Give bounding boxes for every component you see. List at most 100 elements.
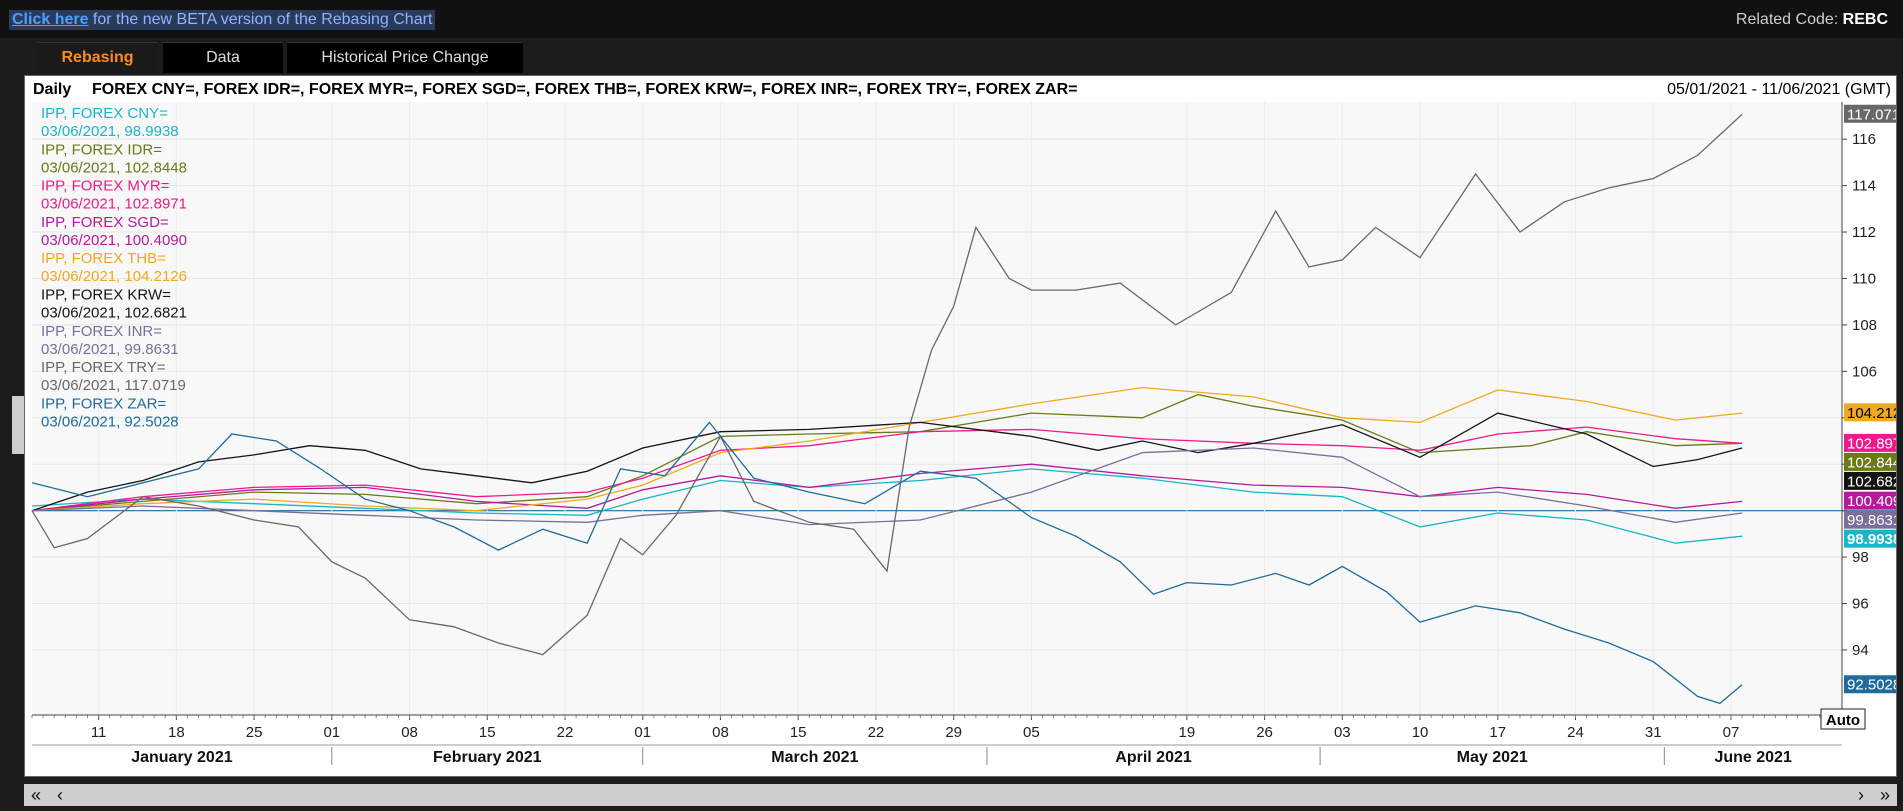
legend-series-value: 03/06/2021, 102.8971 (41, 196, 187, 213)
beta-banner: Click here for the new BETA version of t… (9, 10, 436, 30)
x-tick-label: 19 (1179, 724, 1196, 741)
series-line (31, 113, 1743, 656)
last-value-label: 98.9938 (1847, 531, 1896, 548)
x-tick-label: 17 (1489, 724, 1506, 741)
last-value-box (1844, 452, 1903, 471)
last-value-box (1844, 675, 1903, 694)
horizontal-scrollbar[interactable]: « ‹ › » (24, 784, 1897, 806)
x-tick-label: 29 (945, 724, 962, 741)
tab-historical-price-change[interactable]: Historical Price Change (287, 42, 523, 73)
month-label: May 2021 (1457, 749, 1528, 766)
series-line (31, 393, 1743, 512)
last-value-box (1844, 491, 1903, 510)
scroll-first-button[interactable]: « (30, 785, 41, 805)
legend-series-name: IPP, FOREX SGD= (41, 214, 169, 231)
legend-series-name: IPP, FOREX ZAR= (41, 395, 166, 412)
last-value-box (1844, 104, 1903, 123)
chart-instruments: FOREX CNY=, FOREX IDR=, FOREX MYR=, FORE… (92, 81, 1078, 98)
x-tick-label: 07 (1723, 724, 1740, 741)
x-tick-label: 10 (1412, 724, 1429, 741)
month-label: June 2021 (1714, 749, 1791, 766)
y-tick-label: 114 (1852, 178, 1876, 195)
legend-series-value: 03/06/2021, 117.0719 (41, 377, 186, 394)
series-line (31, 468, 1743, 544)
x-tick-label: 31 (1645, 724, 1662, 741)
last-value-label: 117.0719 (1847, 106, 1896, 123)
month-label: February 2021 (433, 749, 542, 766)
chart-svg: Daily FOREX CNY=, FOREX IDR=, FOREX MYR=… (31, 81, 1903, 766)
tab-data[interactable]: Data (163, 42, 283, 73)
last-value-box (1844, 529, 1903, 548)
series-lines (31, 113, 1743, 705)
series-line (31, 426, 1743, 512)
x-tick-label: 01 (323, 724, 340, 741)
legend-series-name: IPP, FOREX INR= (41, 323, 162, 340)
legend-series-name: IPP, FOREX MYR= (41, 178, 170, 195)
chart-period: Daily (33, 81, 71, 98)
tab-rebasing[interactable]: Rebasing (37, 42, 158, 73)
x-tick-label: 22 (868, 724, 885, 741)
legend-series-value: 03/06/2021, 102.6821 (41, 305, 187, 322)
y-tick-label: 98 (1852, 549, 1869, 566)
month-label: March 2021 (771, 749, 858, 766)
legend-series-name: IPP, FOREX CNY= (41, 105, 168, 122)
chart-frame: Daily FOREX CNY=, FOREX IDR=, FOREX MYR=… (24, 75, 1903, 777)
scroll-last-button[interactable]: » (1879, 785, 1890, 805)
related-code: Related Code: REBC (1736, 11, 1888, 29)
last-value-box (1844, 471, 1903, 490)
beta-text: for the new BETA version of the Rebasing… (88, 11, 433, 28)
last-value-box (1844, 403, 1903, 422)
scroll-next-button[interactable]: › (1858, 785, 1864, 805)
x-tick-label: 15 (790, 724, 807, 741)
legend-series-value: 03/06/2021, 92.5028 (41, 413, 179, 430)
last-value-label: 102.8448 (1847, 454, 1896, 471)
last-value-label: 102.8971 (1847, 435, 1896, 452)
x-tick-label: 26 (1256, 724, 1273, 741)
series-line (31, 463, 1743, 512)
auto-button[interactable] (1820, 708, 1866, 730)
month-label: April 2021 (1115, 749, 1192, 766)
y-tick-label: 112 (1852, 224, 1876, 241)
series-line (31, 412, 1743, 512)
y-tick-label: 106 (1852, 363, 1877, 380)
month-label: January 2021 (131, 749, 233, 766)
x-tick-label: 25 (246, 724, 263, 741)
legend-series-value: 03/06/2021, 99.8631 (41, 341, 179, 358)
legend-series-name: IPP, FOREX THB= (41, 250, 166, 267)
x-tick-label: 01 (634, 724, 651, 741)
beta-link[interactable]: Click here (12, 11, 89, 28)
top-bar: Click here for the new BETA version of t… (0, 0, 1903, 38)
last-value-label: 102.6821 (1847, 473, 1896, 490)
x-tick-label: 22 (557, 724, 574, 741)
y-tick-label: 116 (1852, 131, 1876, 148)
last-value-label: 92.5028 (1847, 677, 1896, 694)
last-value-box (1844, 510, 1903, 529)
month-axis: January 2021 February 2021 March 2021 April… (32, 744, 1842, 766)
related-label: Related Code: (1735, 11, 1843, 28)
x-axis: 11 18 25 01 08 15 22 01 08 15 22 29 05 19 26 03 10 17 24 31… (31, 714, 1843, 741)
series-line (31, 421, 1743, 705)
legend-series-name: IPP, FOREX KRW= (41, 287, 171, 304)
legend-series-name: IPP, FOREX TRY= (41, 359, 166, 376)
plot-area (32, 102, 1842, 715)
legend-series-name: IPP, FOREX IDR= (41, 141, 162, 158)
x-tick-label: 08 (401, 724, 418, 741)
y-tick-label: 108 (1852, 317, 1877, 334)
series-line (31, 447, 1743, 526)
y-tick-label: 110 (1852, 270, 1876, 287)
x-tick-label: 08 (712, 724, 729, 741)
last-value-box (1844, 433, 1903, 452)
y-tick-label: 96 (1852, 596, 1869, 613)
x-tick-label: 05 (1023, 724, 1040, 741)
x-tick-label: 18 (168, 724, 185, 741)
legend-series-value: 03/06/2021, 102.8448 (41, 159, 187, 176)
x-tick-label: 11 (91, 724, 107, 741)
last-value-label: 104.2126 (1847, 405, 1896, 422)
related-code-value: REBC (1842, 11, 1888, 28)
scroll-prev-button[interactable]: ‹ (57, 785, 63, 805)
side-panel-handle[interactable] (12, 396, 24, 454)
last-value-label: 99.8631 (1847, 512, 1896, 529)
last-value-label: 100.4090 (1847, 493, 1896, 510)
x-tick-label: 24 (1567, 724, 1584, 741)
